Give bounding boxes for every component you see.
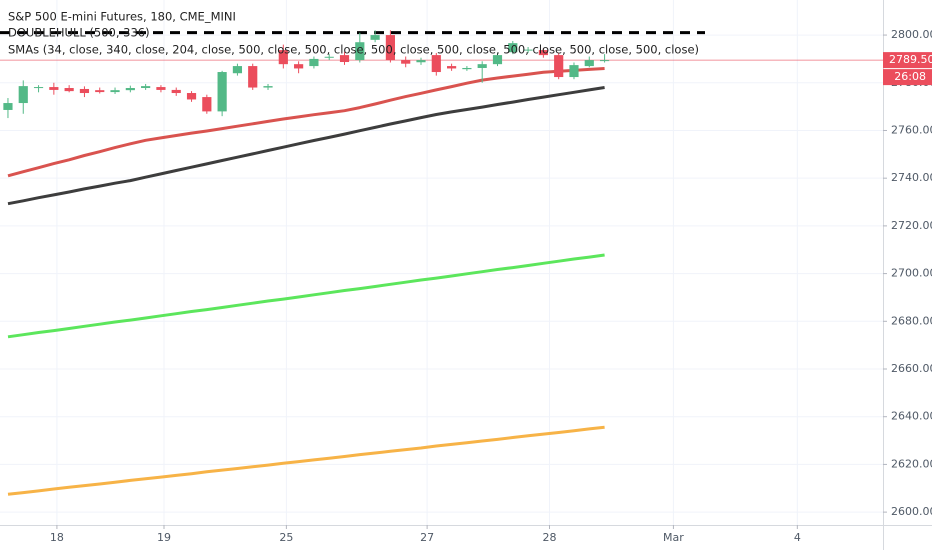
indicator-label: DOUBLEHULL (500, 336) bbox=[8, 26, 150, 40]
candle-body bbox=[523, 49, 533, 51]
x-tick-label: 27 bbox=[420, 531, 434, 544]
x-tick-label: 25 bbox=[279, 531, 293, 544]
candle-body bbox=[339, 55, 350, 63]
candle-body bbox=[538, 50, 548, 56]
candle-body bbox=[248, 66, 258, 88]
candle-body bbox=[202, 97, 212, 112]
y-tick-label: 2620.00 bbox=[891, 457, 932, 470]
y-tick-label: 2600.00 bbox=[891, 505, 932, 518]
candle-body bbox=[447, 66, 457, 69]
candle-body bbox=[18, 86, 28, 104]
sma-line bbox=[7, 67, 605, 178]
candle-body bbox=[431, 55, 441, 73]
y-tick-label: 2700.00 bbox=[891, 267, 932, 280]
candle-body bbox=[156, 87, 166, 90]
candle-body bbox=[95, 90, 105, 93]
candle-body bbox=[278, 50, 288, 65]
x-tick-label: 18 bbox=[50, 531, 64, 544]
plot bbox=[0, 30, 883, 496]
candle-body bbox=[33, 87, 44, 89]
x-tick-label: 4 bbox=[794, 531, 801, 544]
last-price-label: 2789.50 bbox=[889, 53, 932, 66]
candle-body bbox=[3, 103, 13, 110]
candle-body bbox=[49, 87, 59, 90]
sma-line bbox=[7, 425, 605, 496]
sma-line bbox=[7, 253, 605, 339]
candle-body bbox=[309, 58, 319, 67]
chart-title: S&P 500 E-mini Futures, 180, CME_MINI bbox=[8, 10, 236, 24]
candle-body bbox=[569, 65, 579, 78]
y-tick-label: 2660.00 bbox=[891, 362, 932, 375]
axes: 2600.00 2620.00 2640.00 2660.00 2680.00 2700.… bbox=[50, 28, 932, 544]
candle-body bbox=[141, 86, 151, 89]
candle-body bbox=[171, 89, 181, 94]
candle-body bbox=[186, 93, 197, 100]
candle-body bbox=[294, 64, 304, 69]
candle-body bbox=[79, 88, 90, 94]
last-price-tag bbox=[883, 52, 932, 69]
y-tick-label: 2640.00 bbox=[891, 410, 932, 423]
candle-body bbox=[477, 64, 487, 68]
candle-body bbox=[355, 42, 365, 61]
candle-body bbox=[110, 90, 120, 93]
x-tick-label: 28 bbox=[543, 531, 557, 544]
candle-body bbox=[416, 60, 426, 63]
candle-body bbox=[492, 55, 503, 65]
candle-body bbox=[508, 43, 518, 53]
candle-body bbox=[263, 86, 273, 88]
y-tick-label: 2760.00 bbox=[891, 123, 932, 136]
sma-line bbox=[7, 86, 605, 206]
indicator-label: SMAs (34, close, 340, close, 204, close,… bbox=[8, 43, 699, 57]
y-tick-label: 2720.00 bbox=[891, 219, 932, 232]
candle-body bbox=[401, 60, 411, 64]
x-tick-label: 19 bbox=[157, 531, 171, 544]
y-tick-label: 2800.00 bbox=[891, 28, 932, 41]
countdown-tag bbox=[883, 69, 932, 86]
candle-body bbox=[584, 60, 594, 67]
candle-body bbox=[599, 60, 610, 62]
countdown-label: 26:08 bbox=[894, 70, 926, 83]
candle-body bbox=[385, 35, 395, 61]
x-tick-label: Mar bbox=[663, 531, 684, 544]
candle-body bbox=[64, 88, 74, 92]
candle-body bbox=[462, 67, 472, 70]
y-tick-label: 2680.00 bbox=[891, 314, 932, 327]
candle-body bbox=[370, 35, 380, 40]
y-tick-label: 2740.00 bbox=[891, 171, 932, 184]
candle-body bbox=[232, 66, 243, 74]
candle-body bbox=[324, 56, 334, 58]
candle-body bbox=[217, 72, 227, 112]
candle-body bbox=[125, 88, 135, 91]
candle-body bbox=[554, 55, 564, 78]
